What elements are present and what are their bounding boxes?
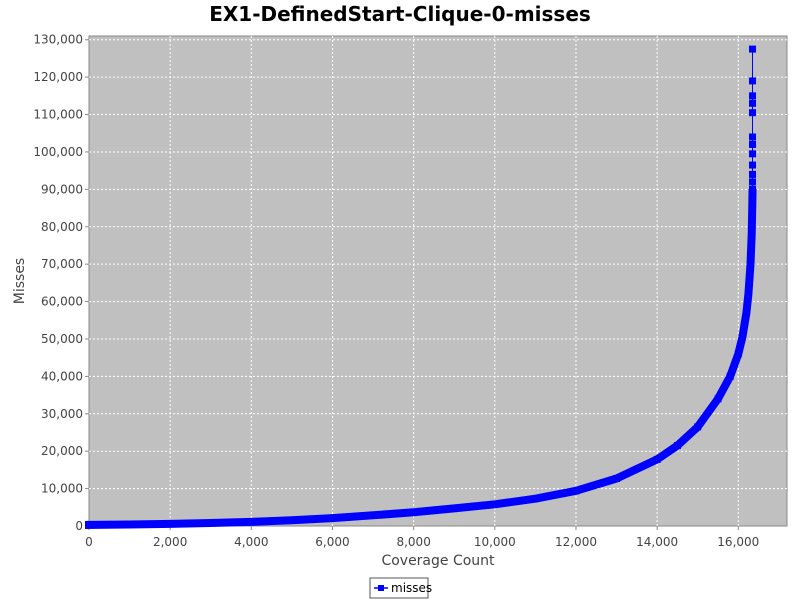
data-point	[749, 92, 757, 100]
y-tick-label: 70,000	[41, 257, 83, 271]
y-axis: 0 10,000 20,000 30,000 40,000 50,000 60,000 70,…	[33, 33, 89, 533]
gridlines	[89, 36, 787, 526]
x-tick-label: 10,000	[474, 535, 516, 549]
data-point	[572, 487, 580, 495]
x-axis-label: Coverage Count	[381, 553, 495, 569]
data-point	[491, 500, 499, 508]
data-point	[749, 150, 757, 158]
data-point	[749, 185, 757, 193]
data-point	[673, 442, 681, 450]
y-tick-label: 10,000	[41, 482, 83, 496]
series-misses	[84, 45, 757, 529]
data-point	[749, 161, 757, 169]
chart-title: EX1-DefinedStart-Clique-0-misses	[209, 2, 591, 26]
data-point	[744, 290, 752, 298]
data-point	[85, 521, 93, 529]
data-point	[748, 200, 756, 208]
y-tick-label: 20,000	[41, 444, 83, 458]
y-tick-label: 120,000	[33, 70, 83, 84]
y-tick-label: 30,000	[41, 407, 83, 421]
legend-box	[369, 577, 429, 599]
data-point	[714, 395, 722, 403]
x-tick-label: 12,000	[555, 535, 597, 549]
y-tick-label: 100,000	[33, 145, 83, 159]
data-point	[749, 99, 757, 107]
data-point	[726, 372, 734, 380]
legend-label: misses	[391, 581, 432, 595]
data-point	[749, 77, 757, 85]
data-point	[748, 230, 756, 238]
plot-background	[88, 35, 788, 527]
data-point	[746, 260, 754, 268]
legend-marker	[378, 585, 384, 591]
data-point	[742, 309, 750, 317]
data-point	[749, 140, 757, 148]
data-point	[450, 504, 458, 512]
x-tick-label: 6,000	[315, 535, 349, 549]
data-point	[749, 109, 757, 117]
y-tick-label: 80,000	[41, 220, 83, 234]
legend: misses	[369, 577, 432, 599]
data-point	[749, 133, 757, 141]
data-point	[369, 511, 377, 519]
data-point	[749, 45, 757, 53]
data-point	[328, 514, 336, 522]
data-point	[749, 178, 757, 186]
y-tick-label: 50,000	[41, 332, 83, 346]
y-tick-label: 60,000	[41, 295, 83, 309]
data-point	[288, 516, 296, 524]
data-point	[653, 455, 661, 463]
x-tick-label: 14,000	[636, 535, 678, 549]
data-point	[738, 333, 746, 341]
x-tick-label: 2,000	[153, 535, 187, 549]
x-tick-label: 4,000	[234, 535, 268, 549]
data-point	[166, 520, 174, 528]
data-point	[694, 423, 702, 431]
data-point	[749, 189, 757, 197]
x-axis: 0 2,000 4,000 6,000 8,000 10,000 12,000 14,000 1…	[85, 526, 759, 549]
data-point	[410, 508, 418, 516]
y-tick-label: 90,000	[41, 182, 83, 196]
data-point	[247, 518, 255, 526]
data-point	[749, 170, 757, 178]
data-point	[126, 521, 134, 529]
y-tick-label: 110,000	[33, 108, 83, 122]
y-tick-label: 130,000	[33, 33, 83, 47]
data-point	[613, 474, 621, 482]
x-tick-label: 16,000	[717, 535, 759, 549]
data-point	[207, 519, 215, 527]
x-tick-label: 0	[85, 535, 93, 549]
x-tick-label: 8,000	[396, 535, 430, 549]
y-tick-label: 0	[75, 519, 83, 533]
data-point	[734, 350, 742, 358]
y-axis-label: Misses	[12, 258, 28, 304]
y-tick-label: 40,000	[41, 369, 83, 383]
data-point	[531, 495, 539, 503]
